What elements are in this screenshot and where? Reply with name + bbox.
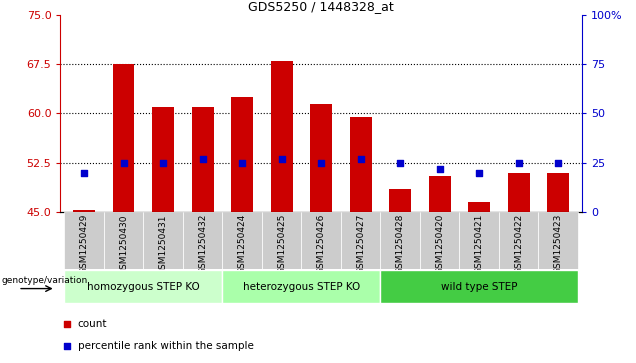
Bar	[271, 61, 293, 212]
Point	[79, 170, 89, 176]
Text: wild type STEP: wild type STEP	[441, 282, 518, 292]
Text: GSM1250432: GSM1250432	[198, 214, 207, 274]
Point	[395, 160, 405, 166]
Point	[62, 322, 72, 327]
Bar	[223, 212, 262, 269]
Bar	[429, 176, 450, 212]
Point	[277, 156, 287, 162]
Bar	[64, 270, 223, 303]
Text: GSM1250426: GSM1250426	[317, 214, 326, 274]
Bar	[152, 107, 174, 212]
Bar	[183, 212, 223, 269]
Bar	[64, 212, 104, 269]
Point	[158, 160, 169, 166]
Bar	[539, 212, 578, 269]
Bar	[499, 212, 539, 269]
Point	[356, 156, 366, 162]
Bar	[341, 212, 380, 269]
Bar	[420, 212, 459, 269]
Text: GSM1250423: GSM1250423	[554, 214, 563, 274]
Point	[118, 160, 128, 166]
Text: genotype/variation: genotype/variation	[1, 276, 88, 285]
Bar	[192, 107, 214, 212]
Bar	[350, 117, 371, 212]
Point	[62, 343, 72, 349]
Text: homozygous STEP KO: homozygous STEP KO	[87, 282, 200, 292]
Point	[198, 156, 208, 162]
Text: GSM1250428: GSM1250428	[396, 214, 404, 274]
Bar	[113, 64, 134, 212]
Bar	[73, 211, 95, 212]
Bar	[104, 212, 143, 269]
Bar	[508, 173, 530, 212]
Text: GSM1250420: GSM1250420	[435, 214, 444, 274]
Point	[474, 170, 484, 176]
Text: GSM1250431: GSM1250431	[158, 214, 168, 274]
Text: GSM1250424: GSM1250424	[238, 214, 247, 274]
Bar	[548, 173, 569, 212]
Bar	[262, 212, 301, 269]
Bar	[389, 189, 411, 212]
Text: GSM1250425: GSM1250425	[277, 214, 286, 274]
Point	[316, 160, 326, 166]
Bar	[301, 212, 341, 269]
Bar	[380, 270, 578, 303]
Point	[434, 166, 445, 172]
Bar	[310, 103, 332, 212]
Bar	[232, 97, 253, 212]
Title: GDS5250 / 1448328_at: GDS5250 / 1448328_at	[248, 0, 394, 13]
Text: heterozygous STEP KO: heterozygous STEP KO	[243, 282, 360, 292]
Bar	[380, 212, 420, 269]
Text: GSM1250429: GSM1250429	[80, 214, 88, 274]
Text: percentile rank within the sample: percentile rank within the sample	[78, 341, 254, 351]
Point	[514, 160, 524, 166]
Text: GSM1250422: GSM1250422	[515, 214, 523, 274]
Text: GSM1250421: GSM1250421	[474, 214, 484, 274]
Text: GSM1250430: GSM1250430	[119, 214, 128, 274]
Text: count: count	[78, 319, 107, 329]
Point	[237, 160, 247, 166]
Bar	[468, 203, 490, 212]
Bar	[459, 212, 499, 269]
Text: GSM1250427: GSM1250427	[356, 214, 365, 274]
Bar	[143, 212, 183, 269]
Bar	[223, 270, 380, 303]
Point	[553, 160, 563, 166]
